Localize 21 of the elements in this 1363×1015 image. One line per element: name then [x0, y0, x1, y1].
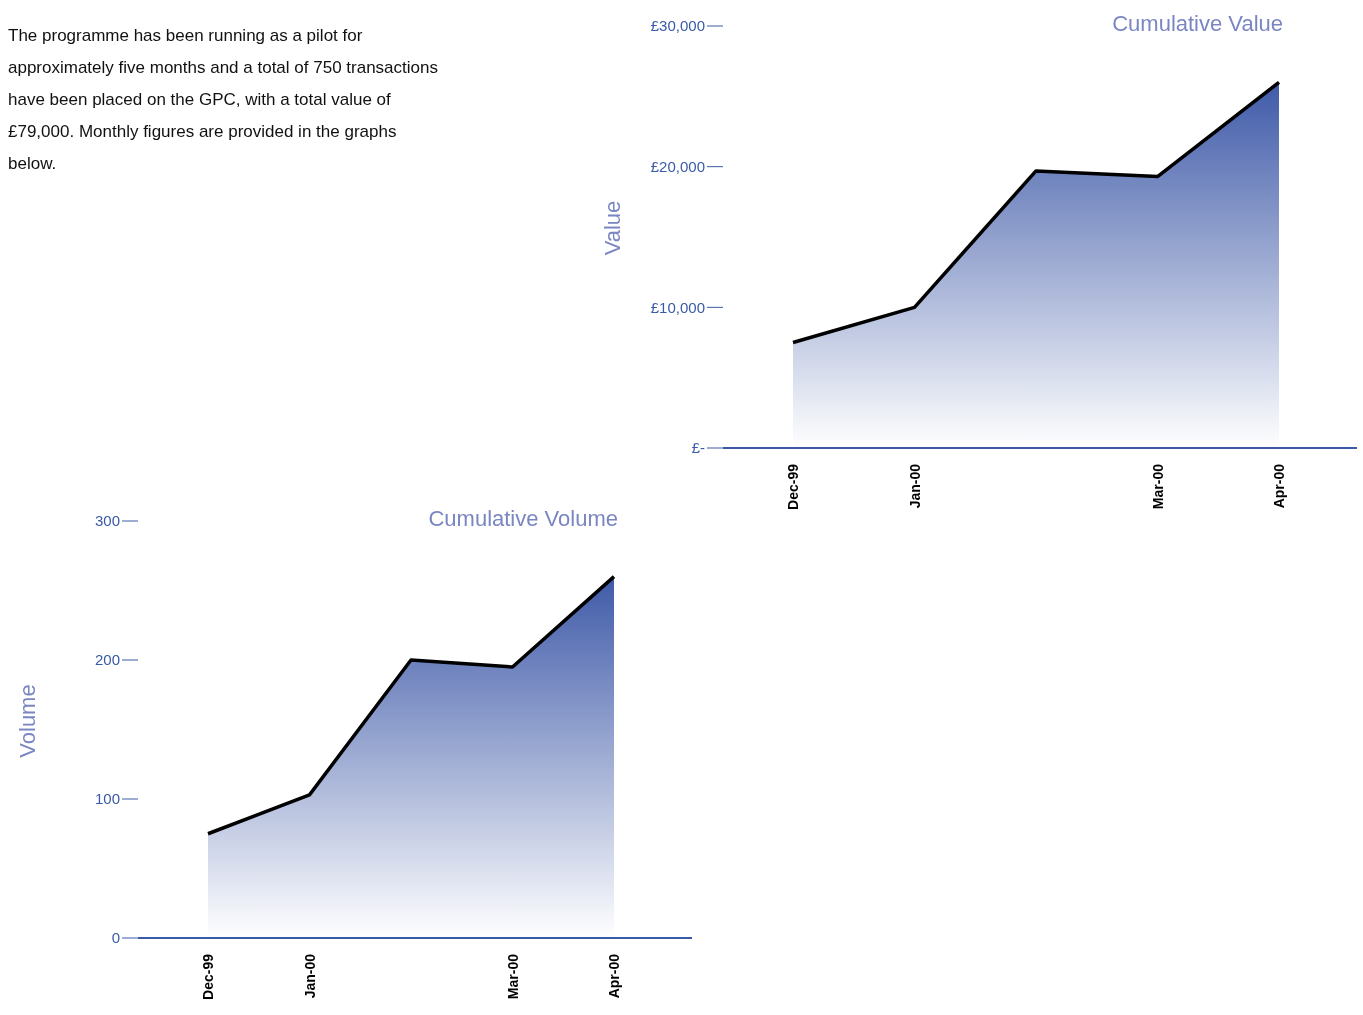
x-tick-label: Jan-00 — [906, 463, 923, 509]
y-axis-title: Value — [600, 200, 626, 256]
x-tick-label: Jan-00 — [301, 953, 318, 999]
chart-title: Cumulative Value — [1112, 11, 1283, 37]
x-tick-label: Apr-00 — [606, 953, 622, 999]
x-tick-label: Dec-99 — [785, 463, 801, 510]
y-tick-label: 300 — [94, 512, 120, 530]
y-axis-title: Volume — [15, 683, 41, 758]
x-tick-label: Apr-00 — [1271, 463, 1287, 509]
y-tick-label: £- — [691, 439, 705, 457]
x-tick-label: Mar-00 — [1149, 463, 1166, 510]
y-tick-label: £20,000 — [650, 157, 705, 175]
y-tick-label: £10,000 — [650, 298, 705, 316]
y-tick-label: 100 — [94, 790, 120, 808]
y-tick-label: £30,000 — [650, 17, 705, 35]
y-tick-label: 0 — [111, 929, 120, 947]
y-tick-label: 200 — [94, 651, 120, 669]
text: The programme has been running as a pilot for approximately five months and a total of 750 transactions have been placed on the GPC, with a total value of £79,000. Monthly figures are provided in the graphs below. — [8, 25, 439, 175]
x-tick-label: Mar-00 — [504, 953, 521, 1000]
x-tick-label: Dec-99 — [200, 953, 216, 1000]
chart-title: Cumulative Volume — [428, 506, 618, 532]
